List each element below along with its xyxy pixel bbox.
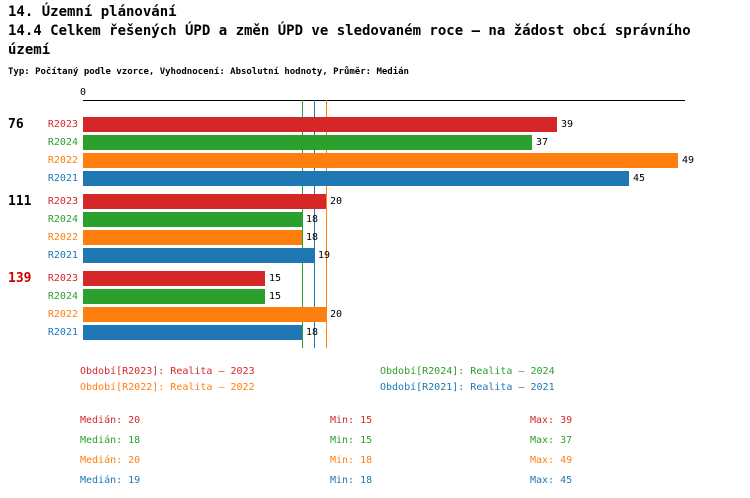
bar xyxy=(83,271,265,286)
median-line-r2021 xyxy=(314,100,315,348)
bar-value-label: 19 xyxy=(318,250,331,261)
bar-value-label: 39 xyxy=(561,119,574,130)
bar xyxy=(83,117,557,132)
bar xyxy=(83,230,302,245)
bar-value-label: 37 xyxy=(536,137,549,148)
median-line-r2022 xyxy=(326,100,327,348)
stat-max-r2022: Max: 49 xyxy=(530,455,573,466)
stat-max-r2023: Max: 39 xyxy=(530,415,573,426)
stat-median-r2021: Medián: 19 xyxy=(80,475,141,486)
stat-max-r2024: Max: 37 xyxy=(530,435,573,446)
legend-item-r2024: Období[R2024]: Realita – 2024 xyxy=(380,366,555,377)
bar-value-label: 45 xyxy=(633,173,646,184)
x-axis-origin-label: 0 xyxy=(79,87,87,98)
bar-value-label: 15 xyxy=(269,291,282,302)
group-label: 111 xyxy=(8,194,32,209)
legend-item-r2021: Období[R2021]: Realita – 2021 xyxy=(380,382,555,393)
bar-series-label: R2021 xyxy=(47,250,78,261)
bar xyxy=(83,135,532,150)
bar xyxy=(83,212,302,227)
bar-series-label: R2024 xyxy=(47,214,78,225)
bar-series-label: R2024 xyxy=(47,137,78,148)
chapter-title: 14. Územní plánování xyxy=(8,4,177,20)
bar-series-label: R2022 xyxy=(47,232,78,243)
bar-series-label: R2023 xyxy=(47,119,78,130)
bar-value-label: 18 xyxy=(306,214,319,225)
bar-series-label: R2021 xyxy=(47,173,78,184)
indicator-title: 14.4 Celkem řešených ÚPD a změn ÚPD ve s… xyxy=(8,23,691,39)
legend-item-r2023: Období[R2023]: Realita – 2023 xyxy=(80,366,255,377)
legend-item-r2022: Období[R2022]: Realita – 2022 xyxy=(80,382,255,393)
x-axis-line xyxy=(83,100,685,101)
bar-series-label: R2023 xyxy=(47,273,78,284)
bar xyxy=(83,194,326,209)
bar-series-label: R2022 xyxy=(47,155,78,166)
stat-median-r2024: Medián: 18 xyxy=(80,435,141,446)
group-label: 139 xyxy=(8,271,32,286)
chart-meta-text: Typ: Počítaný podle vzorce, Vyhodnocení:… xyxy=(8,67,409,77)
bar-value-label: 18 xyxy=(306,232,319,243)
median-line-r2024 xyxy=(302,100,303,348)
bar-series-label: R2022 xyxy=(47,309,78,320)
bar-series-label: R2021 xyxy=(47,327,78,338)
bar-value-label: 20 xyxy=(330,196,343,207)
bar xyxy=(83,248,314,263)
stat-min-r2022: Min: 18 xyxy=(330,455,373,466)
bar xyxy=(83,289,265,304)
bar-value-label: 18 xyxy=(306,327,319,338)
bar xyxy=(83,171,629,186)
bar-value-label: 20 xyxy=(330,309,343,320)
report-header: 14. Územní plánování 14.4 Celkem řešenýc… xyxy=(8,3,691,78)
bar-series-label: R2024 xyxy=(47,291,78,302)
bar xyxy=(83,307,326,322)
bar xyxy=(83,153,678,168)
bar xyxy=(83,325,302,340)
stat-min-r2023: Min: 15 xyxy=(330,415,373,426)
stat-min-r2024: Min: 15 xyxy=(330,435,373,446)
bar-value-label: 15 xyxy=(269,273,282,284)
stat-max-r2021: Max: 45 xyxy=(530,475,573,486)
bar-value-label: 49 xyxy=(682,155,695,166)
bar-series-label: R2023 xyxy=(47,196,78,207)
stat-median-r2022: Medián: 20 xyxy=(80,455,141,466)
stat-min-r2021: Min: 18 xyxy=(330,475,373,486)
indicator-title-wrap: území xyxy=(8,42,51,58)
group-label: 76 xyxy=(8,117,24,132)
stat-median-r2023: Medián: 20 xyxy=(80,415,141,426)
